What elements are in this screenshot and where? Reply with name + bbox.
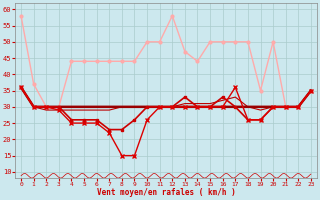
X-axis label: Vent moyen/en rafales ( km/h ): Vent moyen/en rafales ( km/h ) [97,188,236,197]
